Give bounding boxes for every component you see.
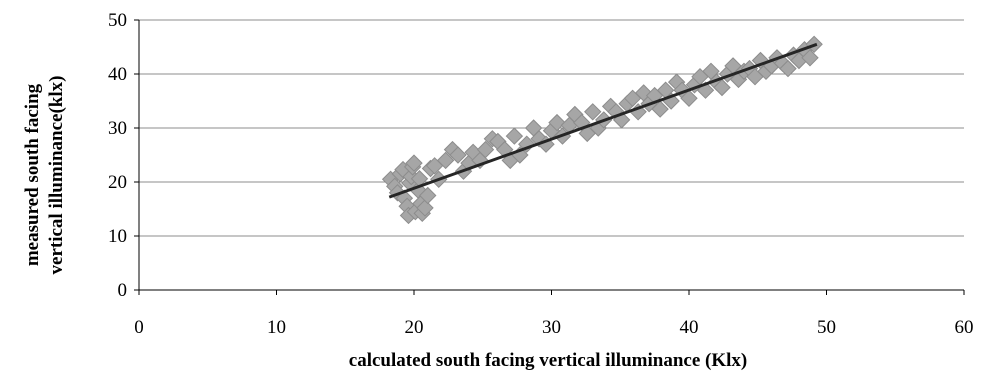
- axes: [134, 19, 965, 295]
- y-axis-title-line-1: measured south facing: [22, 83, 43, 266]
- x-tick-label: 20: [405, 317, 424, 338]
- data-point: [419, 186, 437, 205]
- data-point: [505, 127, 524, 145]
- y-tick-label: 50: [108, 10, 127, 31]
- y-tick-label: 0: [118, 280, 128, 301]
- x-tick-label: 0: [134, 317, 144, 338]
- y-tick-label: 30: [108, 118, 127, 139]
- data-point: [801, 49, 819, 67]
- trendline-group: [388, 42, 818, 199]
- y-tick-labels: 0 10 20 30 40 50: [108, 10, 127, 301]
- data-point: [436, 151, 455, 170]
- x-tick-label: 60: [955, 317, 974, 338]
- data-point: [651, 100, 669, 118]
- data-point: [548, 113, 566, 132]
- x-tick-label: 40: [680, 317, 699, 338]
- data-point: [584, 103, 602, 121]
- x-tick-label: 30: [542, 317, 561, 338]
- data-point: [449, 146, 467, 164]
- trendline: [388, 42, 818, 199]
- y-tick-label: 40: [108, 64, 127, 85]
- x-tick-labels: 0 10 20 30 40 50 60: [134, 317, 973, 338]
- y-tick-label: 20: [108, 172, 127, 193]
- x-tick-label: 50: [817, 317, 836, 338]
- y-axis-title-line-2: vertical illuminance(klx): [46, 76, 67, 275]
- y-tick-label: 10: [108, 226, 127, 247]
- data-point: [680, 89, 698, 108]
- data-point: [779, 59, 797, 78]
- data-points: [381, 35, 823, 225]
- data-point: [416, 199, 434, 217]
- data-point: [476, 140, 495, 159]
- data-point: [713, 78, 731, 97]
- x-tick-label: 10: [267, 317, 286, 338]
- x-axis-title: calculated south facing vertical illumin…: [349, 350, 747, 371]
- data-point: [405, 154, 423, 172]
